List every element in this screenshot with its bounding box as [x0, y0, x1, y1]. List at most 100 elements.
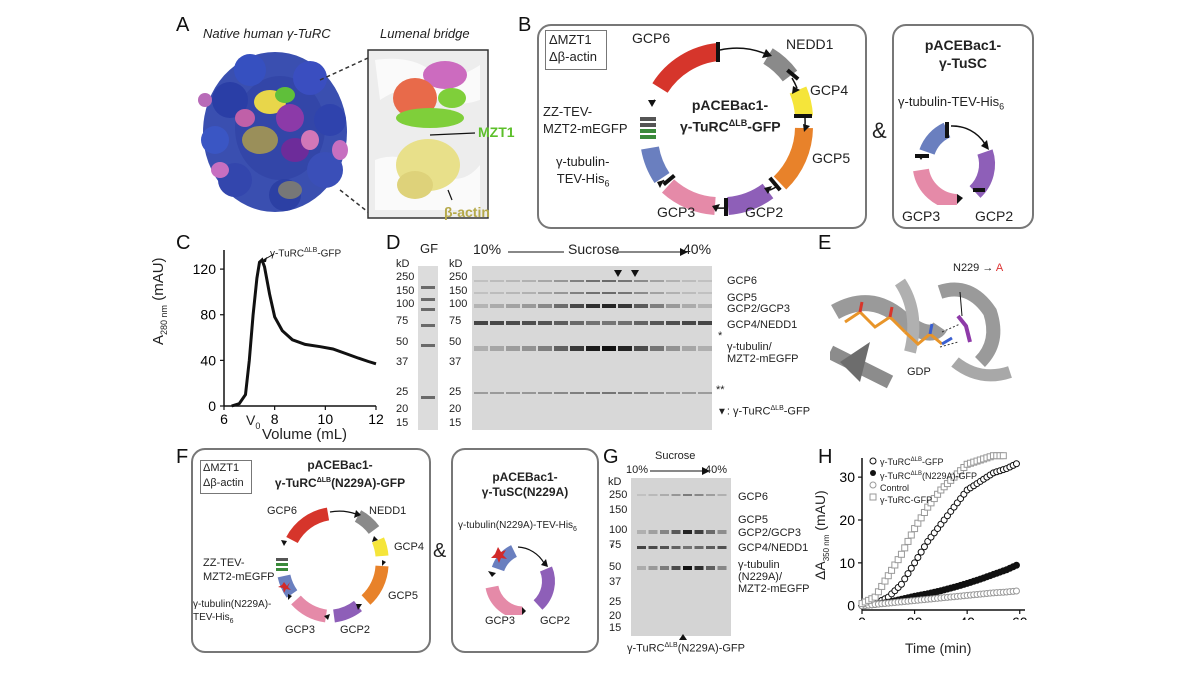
d-band-gcp5 — [586, 292, 600, 294]
d-band-mzt2: MZT2-mEGFP — [727, 353, 799, 365]
c-xtick-label: 8 — [271, 411, 279, 427]
f-zz-label: ZZ-TEV- MZT2-mEGFP — [203, 556, 275, 584]
d-band-gcp5 — [682, 292, 696, 294]
g-band-gamma-tubulin: γ-tubulin — [738, 559, 780, 571]
d-gf-band — [421, 396, 435, 399]
d-band-gcp2 — [570, 304, 584, 308]
d-band-gcp4-nedd1: GCP4/NEDD1 — [727, 319, 798, 331]
g-gel — [631, 478, 731, 636]
f-tusc-title1: pACEBac1- — [492, 470, 558, 484]
d-band-gcp4 — [490, 321, 504, 325]
d-pct-low: 10% — [473, 241, 502, 257]
g-band-gcp5: GCP5 — [738, 514, 768, 526]
d-band-gcp4 — [538, 321, 552, 325]
h-point — [999, 452, 1007, 460]
g-bottom-suffix: (N229A)-GFP — [677, 642, 745, 655]
d-gf-band — [421, 324, 435, 327]
g-band-gcp4 — [648, 546, 658, 549]
g-band-gcp6 — [648, 494, 658, 496]
c-xtick-label: 6 — [220, 411, 228, 427]
panel-d-letter: D — [386, 232, 401, 254]
d-band-gcp2 — [522, 304, 536, 308]
g-marker: 100 — [609, 524, 628, 536]
c-peak-main: γ-TuRC — [270, 248, 305, 260]
h-xlabel: Time (min) — [905, 640, 972, 656]
d-band-tubulin — [698, 346, 712, 351]
g-band-gcp2-gcp3: GCP2/GCP3 — [738, 527, 801, 539]
f-gcp5: GCP5 — [388, 590, 418, 602]
f-deletion-mzt1: ΔMZT1 — [203, 462, 240, 474]
d-band-gcp6 — [522, 280, 536, 282]
d-band-low — [474, 392, 488, 394]
d-band-low — [522, 392, 536, 394]
d-band-gcp4 — [618, 321, 632, 325]
d-band-gcp4 — [666, 321, 680, 325]
d-band-gcp6 — [506, 280, 520, 282]
d-band-low — [538, 392, 552, 394]
g-band-tubulin — [671, 566, 681, 570]
g-band-gcp6 — [660, 494, 669, 496]
h-ylabel: ΔA350 nm (mAU) — [812, 490, 831, 580]
d-gf: GF — [420, 241, 439, 256]
panel-a-left-title: Native human γ-TuRC — [203, 26, 331, 41]
nedd1-segment — [763, 48, 798, 82]
d-band-gcp4 — [522, 321, 536, 325]
h-legend-0: γ-TuRCΔLB-GFP — [880, 457, 944, 467]
plasmid-b-title-line1: pACEBac1- — [691, 97, 769, 113]
c-ytick-label: 80 — [200, 307, 216, 323]
f-ampersand: & — [433, 540, 447, 562]
g-band-tubulin — [694, 566, 704, 570]
tub-line1: γ-tubulin- — [556, 154, 610, 169]
d-marker-left: 50 — [396, 336, 409, 348]
panel-b-plasmid-map — [640, 42, 813, 216]
c-xlabel: Volume (mL) — [262, 426, 348, 443]
plasmid-b-tubulin-label: γ-tubulin- TEV-His6 — [556, 153, 609, 193]
f-tub-sub: 6 — [229, 618, 234, 625]
deletion-actin: Δβ-actin — [549, 49, 597, 64]
c-peak-suffix: -GFP — [317, 248, 342, 260]
g-band-tubulin — [717, 566, 727, 570]
plasmid-b-title-line2: γ-TuRC — [680, 118, 729, 135]
d-band-gcp2 — [698, 304, 712, 308]
c-yticks: 0 40 80 120 — [193, 261, 224, 414]
c-peak-label: γ-TuRCΔLB-GFP — [270, 247, 341, 259]
g-sucrose: Sucrose — [655, 450, 696, 462]
d-band-tubulin — [474, 346, 488, 351]
e-gdp: GDP — [907, 366, 931, 378]
deletion-mzt1: ΔMZT1 — [549, 32, 592, 47]
gcp2-segment — [726, 183, 774, 215]
g-band-gcp4 — [671, 546, 681, 549]
f-tusc-title: pACEBac1- γ-TuSC(N229A) — [452, 470, 598, 500]
d-gf-lane — [418, 266, 438, 430]
tusc-b-tubulin-sub: 6 — [999, 101, 1005, 112]
panel-h-turbidity-chart: 0 10 20 30 0 20 40 60 — [839, 452, 1028, 620]
tusc-b-title2: γ-TuSC — [939, 55, 987, 71]
d-band-gcp6 — [682, 280, 696, 282]
d-band-gcp4 — [698, 321, 712, 325]
c-v0: V0 — [246, 412, 260, 431]
panel-b-ampersand: & — [872, 118, 887, 143]
tub-line2: TEV-His — [556, 171, 605, 186]
d-band-low — [490, 392, 504, 394]
g-gel-bands — [637, 494, 727, 640]
d-band-tubulin — [570, 346, 584, 351]
h-yticks: 0 10 20 30 — [839, 469, 862, 614]
plasmid-b-title-sup: ΔLB — [728, 118, 748, 128]
h-ytick-label: 0 — [847, 598, 855, 614]
d-band-gcp5 — [474, 292, 488, 294]
f-nedd1: NEDD1 — [369, 505, 407, 517]
h-xtick-label: 20 — [907, 614, 923, 620]
d-marker-right: 50 — [449, 336, 462, 348]
g-band-gcp6 — [637, 494, 646, 496]
d-band-gcp6 — [602, 280, 616, 282]
panel-f-letter: F — [176, 446, 189, 468]
h-point — [907, 531, 915, 539]
g-band-gcp4 — [660, 546, 669, 549]
h-point — [1012, 561, 1020, 569]
d-band-tubulin — [506, 346, 520, 351]
g-band-gcp2 — [648, 530, 658, 534]
f-zz2: MZT2-mEGFP — [203, 571, 275, 583]
zz-line1: ZZ-TEV- — [543, 104, 593, 119]
e-mutation-to: A — [995, 262, 1004, 274]
d-star1: * — [718, 330, 723, 342]
